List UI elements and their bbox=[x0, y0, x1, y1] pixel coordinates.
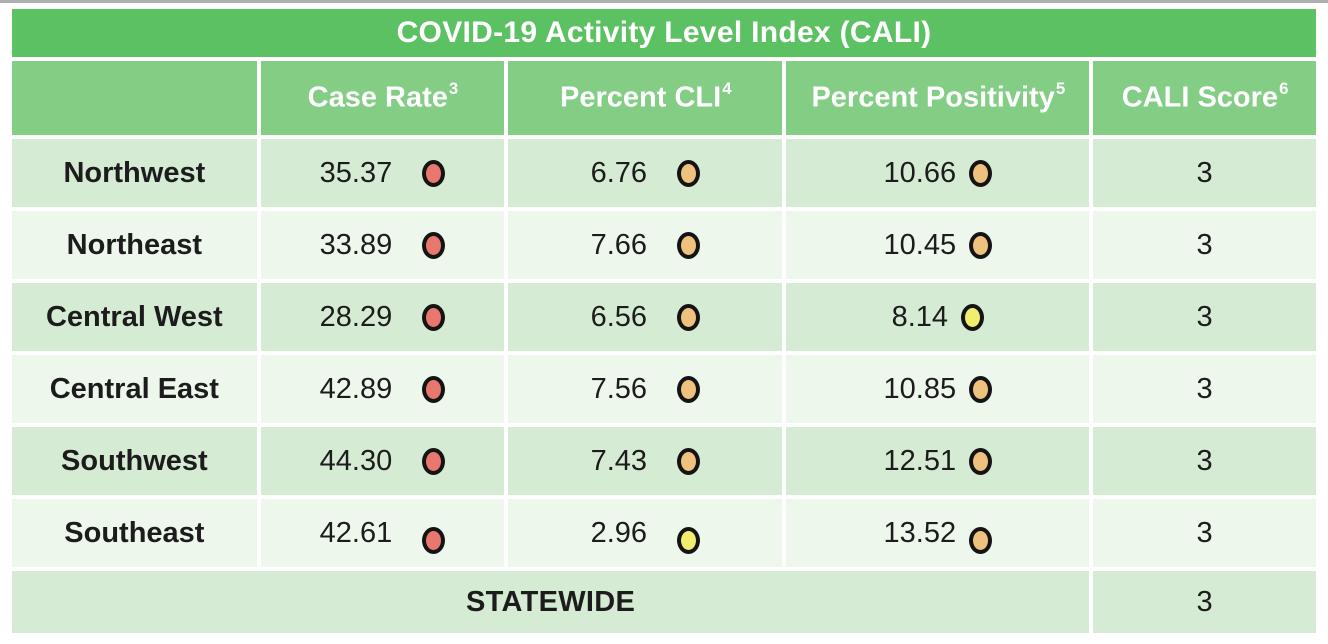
activity-level-icon bbox=[677, 447, 701, 475]
column-header-row: Case Rate3 Percent CLI4 Percent Positivi… bbox=[12, 61, 1316, 135]
table-title: COVID-19 Activity Level Index (CALI) bbox=[12, 9, 1316, 57]
percent-cli-cell: 7.43 bbox=[508, 427, 783, 495]
screenshot-top-edge bbox=[0, 0, 1328, 3]
cali-score-value: 3 bbox=[1093, 139, 1316, 207]
percent-cli-cell: 7.66 bbox=[508, 211, 783, 279]
column-header-region bbox=[12, 61, 257, 135]
percent-cli-cell: 6.56 bbox=[508, 283, 783, 351]
case-rate-value: 28.29 bbox=[319, 300, 393, 333]
statewide-cali-score: 3 bbox=[1093, 571, 1316, 633]
case-rate-cell: 44.30 bbox=[260, 427, 505, 495]
cali-score-value: 3 bbox=[1093, 355, 1316, 423]
case-rate-value: 42.61 bbox=[319, 516, 393, 549]
activity-level-icon bbox=[677, 231, 701, 259]
column-header-label: Case Rate bbox=[307, 81, 448, 114]
region-name: Central West bbox=[12, 283, 257, 351]
column-header-label: Percent Positivity bbox=[811, 81, 1055, 114]
activity-level-icon bbox=[969, 375, 993, 403]
column-header-case-rate: Case Rate3 bbox=[260, 61, 505, 135]
column-header-cali-score: CALI Score6 bbox=[1093, 61, 1316, 135]
percent-positivity-value: 10.45 bbox=[883, 228, 957, 261]
region-name: Central East bbox=[12, 355, 257, 423]
percent-cli-value: 6.76 bbox=[590, 156, 648, 189]
activity-level-icon bbox=[422, 159, 446, 187]
cali-table: COVID-19 Activity Level Index (CALI) Cas… bbox=[8, 5, 1320, 637]
column-header-label: Percent CLI bbox=[560, 81, 722, 114]
case-rate-cell: 33.89 bbox=[260, 211, 505, 279]
percent-positivity-value: 10.85 bbox=[883, 372, 957, 405]
activity-level-icon bbox=[422, 526, 446, 554]
region-row: Southeast 42.61 2.96 13.52 3 bbox=[12, 499, 1316, 567]
cali-score-value: 3 bbox=[1093, 211, 1316, 279]
percent-cli-value: 6.56 bbox=[590, 300, 648, 333]
percent-positivity-cell: 12.51 bbox=[786, 427, 1090, 495]
percent-cli-value: 2.96 bbox=[590, 516, 648, 549]
percent-positivity-value: 8.14 bbox=[891, 300, 949, 333]
case-rate-value: 42.89 bbox=[319, 372, 393, 405]
activity-level-icon bbox=[677, 303, 701, 331]
region-name: Northeast bbox=[12, 211, 257, 279]
activity-level-icon bbox=[969, 159, 993, 187]
footnote-superscript: 5 bbox=[1055, 79, 1066, 99]
cali-report: COVID-19 Activity Level Index (CALI) Cas… bbox=[8, 5, 1320, 637]
region-row: Northeast 33.89 7.66 10.45 3 bbox=[12, 211, 1316, 279]
percent-cli-cell: 2.96 bbox=[508, 499, 783, 567]
case-rate-cell: 35.37 bbox=[260, 139, 505, 207]
region-row: Central East 42.89 7.56 10.85 3 bbox=[12, 355, 1316, 423]
activity-level-icon bbox=[677, 375, 701, 403]
region-name: Southwest bbox=[12, 427, 257, 495]
case-rate-value: 35.37 bbox=[319, 156, 393, 189]
region-name: Northwest bbox=[12, 139, 257, 207]
activity-level-icon bbox=[677, 159, 701, 187]
column-header-label: CALI Score bbox=[1121, 81, 1279, 114]
activity-level-icon bbox=[422, 231, 446, 259]
percent-positivity-value: 10.66 bbox=[883, 156, 957, 189]
case-rate-cell: 42.61 bbox=[260, 499, 505, 567]
cali-score-value: 3 bbox=[1093, 427, 1316, 495]
percent-positivity-cell: 13.52 bbox=[786, 499, 1090, 567]
cali-score-value: 3 bbox=[1093, 499, 1316, 567]
percent-positivity-cell: 8.14 bbox=[786, 283, 1090, 351]
statewide-row: STATEWIDE 3 bbox=[12, 571, 1316, 633]
activity-level-icon bbox=[677, 526, 701, 554]
region-row: Southwest 44.30 7.43 12.51 3 bbox=[12, 427, 1316, 495]
footnote-superscript: 4 bbox=[722, 79, 732, 99]
percent-cli-value: 7.43 bbox=[590, 444, 648, 477]
percent-positivity-cell: 10.45 bbox=[786, 211, 1090, 279]
activity-level-icon bbox=[969, 447, 993, 475]
case-rate-value: 33.89 bbox=[319, 228, 393, 261]
footnote-superscript: 3 bbox=[448, 79, 459, 99]
case-rate-cell: 28.29 bbox=[260, 283, 505, 351]
activity-level-icon bbox=[422, 303, 446, 331]
case-rate-cell: 42.89 bbox=[260, 355, 505, 423]
percent-positivity-value: 13.52 bbox=[883, 516, 957, 549]
region-name: Southeast bbox=[12, 499, 257, 567]
table-body: Northwest 35.37 6.76 10.66 3 Northeast 3… bbox=[12, 139, 1316, 567]
region-row: Central West 28.29 6.56 8.14 3 bbox=[12, 283, 1316, 351]
percent-cli-cell: 7.56 bbox=[508, 355, 783, 423]
column-header-percent-positivity: Percent Positivity5 bbox=[786, 61, 1090, 135]
activity-level-icon bbox=[961, 303, 985, 331]
percent-positivity-cell: 10.85 bbox=[786, 355, 1090, 423]
percent-positivity-cell: 10.66 bbox=[786, 139, 1090, 207]
activity-level-icon bbox=[969, 526, 993, 554]
activity-level-icon bbox=[422, 447, 446, 475]
percent-positivity-value: 12.51 bbox=[883, 444, 957, 477]
column-header-percent-cli: Percent CLI4 bbox=[508, 61, 783, 135]
cali-score-value: 3 bbox=[1093, 283, 1316, 351]
footnote-superscript: 6 bbox=[1279, 79, 1289, 99]
region-row: Northwest 35.37 6.76 10.66 3 bbox=[12, 139, 1316, 207]
case-rate-value: 44.30 bbox=[319, 444, 393, 477]
activity-level-icon bbox=[969, 231, 993, 259]
title-row: COVID-19 Activity Level Index (CALI) bbox=[12, 9, 1316, 57]
statewide-label: STATEWIDE bbox=[12, 571, 1090, 633]
percent-cli-value: 7.56 bbox=[590, 372, 648, 405]
activity-level-icon bbox=[422, 375, 446, 403]
percent-cli-cell: 6.76 bbox=[508, 139, 783, 207]
percent-cli-value: 7.66 bbox=[590, 228, 648, 261]
